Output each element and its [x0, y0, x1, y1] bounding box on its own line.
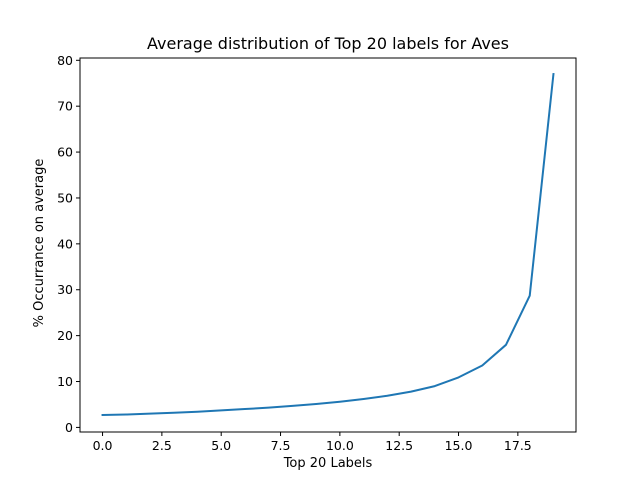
series-line-0: [101, 72, 555, 417]
x-tick-label: 17.5: [504, 438, 532, 453]
y-tick-label: 30: [57, 282, 73, 297]
y-tick-label: 70: [57, 99, 73, 114]
x-tick-label: 7.5: [271, 438, 291, 453]
x-axis-ticks: 0.0 2.5 5.0 7.5 10.0 12.5 15.0 17.5: [93, 432, 532, 453]
y-tick-label: 0: [65, 420, 73, 435]
x-axis-label: Top 20 Labels: [283, 456, 373, 471]
y-axis-ticks: 0 10 20 30 40 50 60 70 80: [57, 53, 80, 435]
x-tick-label: 5.0: [211, 438, 231, 453]
x-tick-label: 10.0: [326, 438, 354, 453]
y-tick-label: 10: [57, 374, 73, 389]
y-tick-label: 80: [57, 53, 73, 68]
y-tick-label: 60: [57, 145, 73, 160]
x-tick-label: 15.0: [445, 438, 473, 453]
chart-title: Average distribution of Top 20 labels fo…: [147, 34, 509, 53]
x-tick-label: 0.0: [93, 438, 113, 453]
y-axis-label: % Occurrance on average: [32, 159, 47, 328]
y-tick-label: 50: [57, 190, 73, 205]
x-tick-label: 12.5: [385, 438, 413, 453]
plot-area: [79, 57, 577, 433]
axes-frame: [79, 57, 577, 433]
y-tick-label: 20: [57, 328, 73, 343]
x-tick-label: 2.5: [152, 438, 172, 453]
y-tick-label: 40: [57, 236, 73, 251]
